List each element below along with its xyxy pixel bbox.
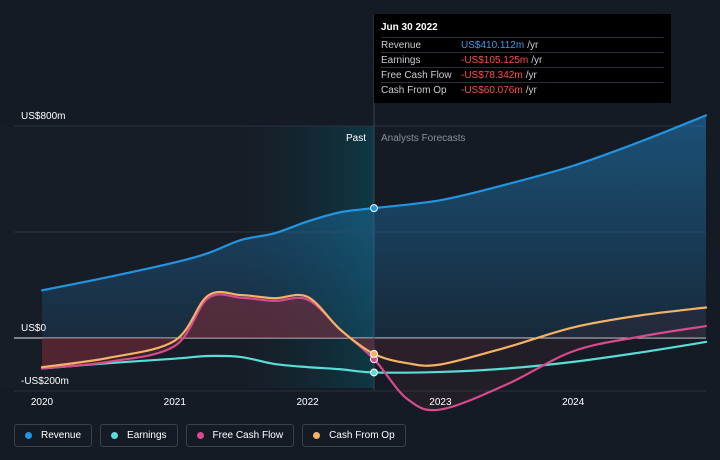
legend-dot-icon <box>196 432 204 439</box>
series-line-earnings <box>40 340 708 374</box>
legend-item-free-cash-flow[interactable]: Free Cash Flow <box>185 424 295 447</box>
highlight-marker-earnings <box>370 368 378 377</box>
tooltip-row-unit: /yr <box>531 55 543 66</box>
y-tick-label: -US$200m <box>21 376 69 387</box>
cash-forecast-area-cash-from-op <box>374 307 706 366</box>
tooltip-row-earnings: Earnings -US$105.125m/yr <box>381 52 664 68</box>
cash-area-cash-from-op <box>42 291 374 368</box>
tooltip-row-value-wrap: -US$78.342m/yr <box>461 70 537 81</box>
tooltip-row-unit: /yr <box>525 70 537 81</box>
legend-label: Cash From Op <box>329 430 395 441</box>
series-line-cash-from-op <box>40 290 708 369</box>
legend-dot-icon <box>313 432 321 439</box>
x-tick-label: 2023 <box>429 397 452 408</box>
tooltip-row-label: Cash From Op <box>381 85 447 96</box>
legend-label: Revenue <box>41 430 82 441</box>
past-label: Past <box>346 133 366 144</box>
series-line-revenue <box>40 114 708 292</box>
x-tick-label: 2024 <box>562 397 585 408</box>
x-tick-label: 2020 <box>31 397 54 408</box>
tooltip-row-value-wrap: US$410.112m/yr <box>461 40 538 51</box>
legend-label: Free Cash Flow <box>212 430 284 441</box>
legend: Revenue Earnings Free Cash Flow Cash Fro… <box>14 424 406 449</box>
tooltip-row-value: -US$78.342m <box>461 70 523 81</box>
tooltip-date: Jun 30 2022 <box>381 22 438 33</box>
legend-item-cash-from-op[interactable]: Cash From Op <box>302 424 406 447</box>
tooltip-row-value-wrap: -US$105.125m/yr <box>461 55 542 66</box>
legend-dot-icon <box>111 432 119 439</box>
tooltip-row-revenue: Revenue US$410.112m/yr <box>381 37 664 53</box>
tooltip-row-label: Earnings <box>381 55 421 66</box>
cash-area-free-cash-flow <box>42 294 374 369</box>
forecast-label: Analysts Forecasts <box>381 133 465 144</box>
tooltip-row-free-cash-flow: Free Cash Flow -US$78.342m/yr <box>381 67 664 83</box>
tooltip-row-value-wrap: -US$60.076m/yr <box>461 85 537 96</box>
y-tick-label: US$0 <box>21 323 46 334</box>
legend-dot-icon <box>25 432 32 439</box>
tooltip-row-unit: /yr <box>525 85 537 96</box>
tooltip-row-value: -US$60.076m <box>461 85 523 96</box>
tooltip-row-value: US$410.112m <box>461 40 525 51</box>
legend-item-revenue[interactable]: Revenue <box>14 424 93 447</box>
tooltip-row-value: -US$105.125m <box>461 55 529 66</box>
tooltip-row-label: Revenue <box>381 40 422 51</box>
tooltip-row-unit: /yr <box>527 40 539 51</box>
highlight-marker-cash-from-op <box>370 349 378 358</box>
cash-forecast-area-free-cash-flow <box>374 326 706 411</box>
tooltip: Jun 30 2022 Revenue US$410.112m/yr Earni… <box>374 14 671 103</box>
y-tick-label: US$800m <box>21 111 65 122</box>
legend-label: Earnings <box>127 430 167 441</box>
x-tick-label: 2021 <box>164 397 187 408</box>
revenue-area <box>42 115 706 339</box>
highlight-marker-revenue <box>370 204 378 213</box>
x-tick-label: 2022 <box>296 397 319 408</box>
legend-item-earnings[interactable]: Earnings <box>100 424 178 447</box>
tooltip-row-cash-from-op: Cash From Op -US$60.076m/yr <box>381 82 664 98</box>
tooltip-row-label: Free Cash Flow <box>381 70 452 81</box>
